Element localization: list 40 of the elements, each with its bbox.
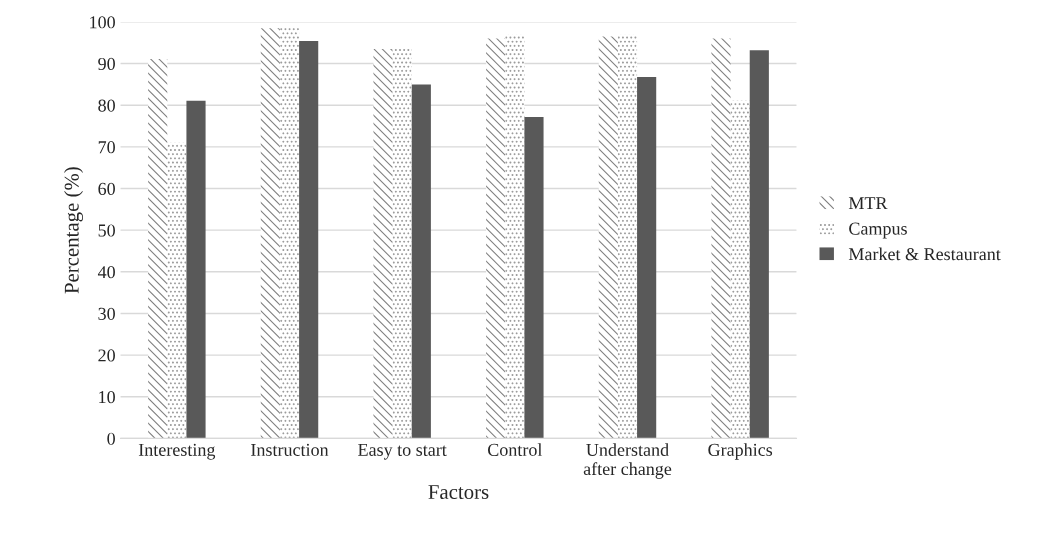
y-tick-label: 30 <box>98 307 115 320</box>
y-tick-label: 40 <box>97 266 115 279</box>
bar <box>279 26 300 439</box>
y-tick-label: 60 <box>98 182 115 195</box>
legend-label: MTR <box>848 197 888 210</box>
y-tick-label: 20 <box>98 349 115 362</box>
bar <box>299 41 319 439</box>
y-tick-label: 70 <box>98 141 115 154</box>
bar <box>524 116 544 439</box>
bar <box>730 100 750 439</box>
y-tick-label: 100 <box>90 16 115 29</box>
y-tick-label: 90 <box>98 57 115 71</box>
y-tick-label: 50 <box>98 224 115 237</box>
bar <box>486 38 506 439</box>
y-axis-title: Percentage (%) <box>64 167 84 294</box>
bar <box>411 84 431 439</box>
bar <box>711 38 731 439</box>
y-tick-label: 10 <box>99 391 115 404</box>
bar <box>598 36 618 439</box>
x-tick-label: Interesting <box>138 443 216 460</box>
y-tick-label: 80 <box>98 99 115 112</box>
x-axis-title: Factors <box>428 485 489 499</box>
x-tick-label: Easy to start <box>358 443 447 460</box>
bar <box>617 34 638 439</box>
bar <box>148 58 168 439</box>
x-tick-label: Instruction <box>251 443 329 456</box>
bar <box>260 28 280 439</box>
bar <box>637 76 657 439</box>
bar <box>186 100 206 439</box>
bar <box>373 48 393 439</box>
bar <box>392 46 412 439</box>
x-tick-label: Control <box>487 443 543 456</box>
x-tick-label: Graphics <box>708 443 773 460</box>
bar <box>749 50 769 439</box>
legend-label: Market & Restaurant <box>848 247 1001 261</box>
bar <box>505 34 525 439</box>
bar <box>167 142 187 439</box>
legend-label: Campus <box>849 222 907 239</box>
y-tick-label: 0 <box>107 432 115 445</box>
x-tick-label: Understand after change <box>583 443 672 479</box>
